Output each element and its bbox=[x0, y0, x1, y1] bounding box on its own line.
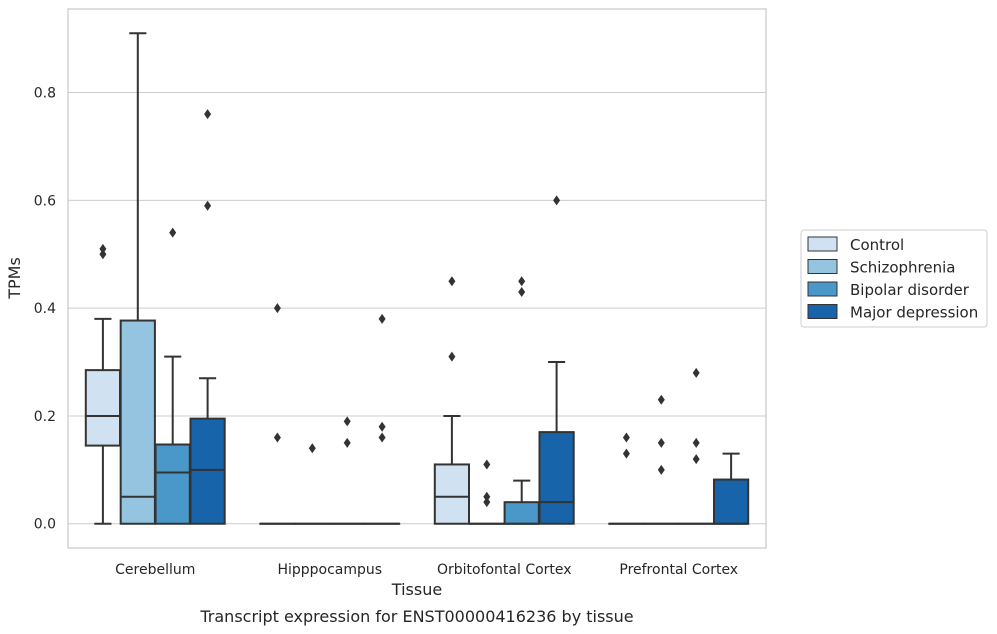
box bbox=[189, 417, 226, 525]
outlier-point bbox=[657, 394, 665, 405]
legend-label: Major depression bbox=[850, 304, 978, 322]
axis-ticks: 0.0 0.2 0.4 0.6 0.8 Cerebellum Hipppocampus Orb… bbox=[34, 86, 738, 578]
outlier-point bbox=[343, 437, 351, 448]
outlier-point bbox=[204, 200, 212, 211]
legend-swatch bbox=[807, 259, 838, 274]
legend-label: Control bbox=[850, 236, 904, 254]
legend: Control Schizophrenia Bipolar disorder Majo… bbox=[800, 229, 988, 328]
outlier-point bbox=[343, 416, 351, 427]
outlier-point bbox=[448, 276, 456, 287]
outlier-point bbox=[657, 437, 665, 448]
outlier-point bbox=[657, 464, 665, 475]
y-tick-label: 0.6 bbox=[34, 193, 56, 209]
box bbox=[538, 431, 575, 525]
box bbox=[84, 369, 122, 447]
outlier-point bbox=[692, 367, 700, 378]
outlier-point bbox=[692, 437, 700, 448]
outlier-point bbox=[483, 459, 491, 470]
outlier-point bbox=[99, 243, 107, 254]
outlier-point bbox=[483, 497, 491, 508]
legend-label: Bipolar disorder bbox=[850, 281, 970, 299]
legend-frame bbox=[800, 229, 988, 328]
outlier-point bbox=[378, 432, 386, 443]
x-tick-label: Cerebellum bbox=[115, 562, 195, 578]
series-major-depression bbox=[189, 109, 750, 525]
box bbox=[119, 319, 156, 525]
box bbox=[503, 501, 540, 525]
outlier-point bbox=[448, 351, 456, 362]
legend-swatch bbox=[807, 281, 838, 297]
outlier-point bbox=[553, 195, 561, 206]
box-plot-series bbox=[84, 32, 750, 525]
x-axis-label: Tissue bbox=[391, 580, 442, 599]
outlier-point bbox=[99, 249, 107, 260]
outlier-point bbox=[483, 491, 491, 502]
outlier-point bbox=[518, 276, 526, 287]
outlier-point bbox=[273, 303, 281, 314]
series-schizophrenia bbox=[119, 32, 680, 525]
outlier-point bbox=[308, 443, 316, 454]
x-tick-label: Prefrontal Cortex bbox=[619, 562, 738, 578]
y-tick-label: 0.8 bbox=[34, 86, 56, 102]
outlier-point bbox=[169, 227, 177, 238]
x-tick-label: Orbitofontal Cortex bbox=[437, 562, 572, 578]
series-bipolar-disorder bbox=[154, 227, 715, 525]
box bbox=[712, 478, 750, 525]
outlier-point bbox=[378, 313, 386, 324]
outlier-point bbox=[622, 448, 630, 459]
outlier-point bbox=[518, 286, 526, 297]
y-tick-label: 0.0 bbox=[34, 517, 56, 533]
outlier-point bbox=[622, 432, 630, 443]
box bbox=[433, 463, 471, 525]
outlier-point bbox=[378, 421, 386, 432]
plot-border bbox=[67, 8, 767, 549]
outlier-point bbox=[204, 109, 212, 120]
legend-swatch bbox=[807, 236, 838, 252]
y-tick-label: 0.2 bbox=[34, 409, 56, 425]
legend-swatch bbox=[807, 304, 838, 319]
plot-frame bbox=[67, 8, 767, 549]
box bbox=[154, 443, 191, 525]
outlier-point bbox=[273, 432, 281, 443]
y-axis-label: TPMs bbox=[5, 257, 24, 300]
chart-caption: Transcript expression for ENST0000041623… bbox=[199, 607, 633, 626]
legend-label: Schizophrenia bbox=[850, 259, 955, 277]
x-tick-label: Hipppocampus bbox=[277, 562, 382, 578]
outlier-point bbox=[692, 454, 700, 465]
y-tick-label: 0.4 bbox=[34, 301, 56, 317]
